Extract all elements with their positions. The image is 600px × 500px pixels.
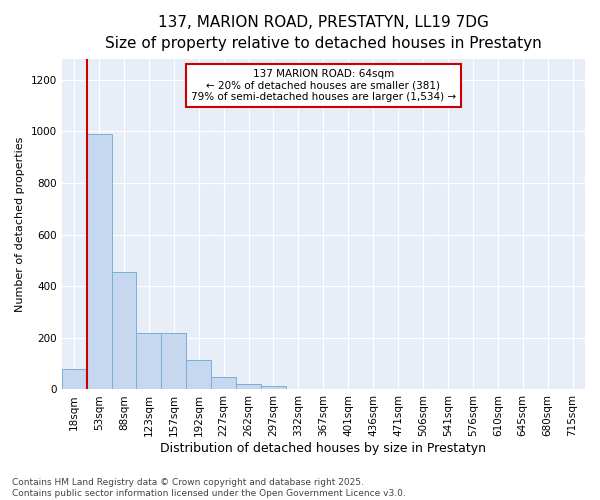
Y-axis label: Number of detached properties: Number of detached properties (15, 136, 25, 312)
X-axis label: Distribution of detached houses by size in Prestatyn: Distribution of detached houses by size … (160, 442, 487, 455)
Bar (112, 272, 136, 390)
Text: Contains HM Land Registry data © Crown copyright and database right 2025.
Contai: Contains HM Land Registry data © Crown c… (12, 478, 406, 498)
Text: 137 MARION ROAD: 64sqm
← 20% of detached houses are smaller (381)
79% of semi-de: 137 MARION ROAD: 64sqm ← 20% of detached… (191, 69, 456, 102)
Bar (261, 386, 286, 390)
Bar (211, 376, 236, 390)
Bar (186, 360, 211, 390)
Bar (161, 332, 186, 390)
Bar (62, 369, 86, 390)
Bar (236, 384, 261, 390)
Bar (86, 134, 112, 390)
Title: 137, MARION ROAD, PRESTATYN, LL19 7DG
Size of property relative to detached hous: 137, MARION ROAD, PRESTATYN, LL19 7DG Si… (105, 15, 542, 51)
Bar (136, 332, 161, 390)
